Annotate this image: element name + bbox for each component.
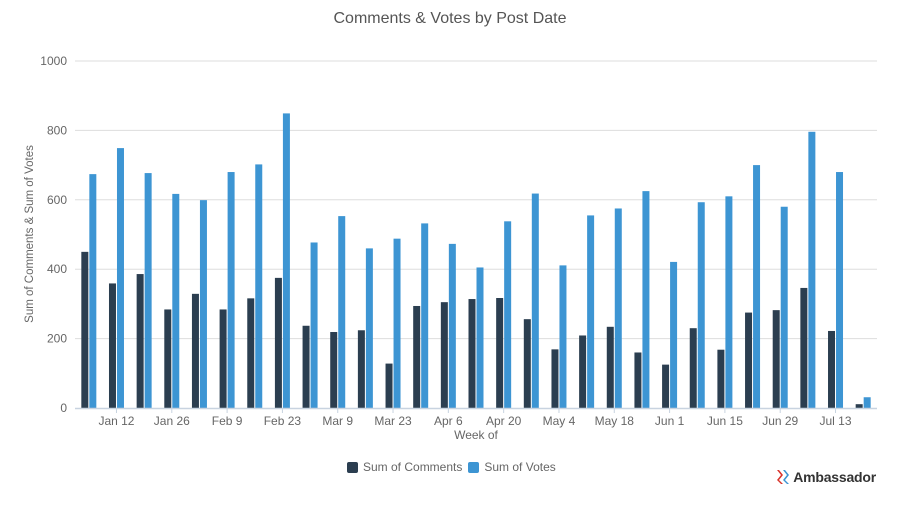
ambassador-logo: Ambassador [777,469,876,485]
comments-bar[interactable] [219,309,227,408]
comments-bar[interactable] [523,319,531,408]
comments-bar[interactable] [81,251,89,408]
votes-bar[interactable] [863,397,871,408]
votes-bar[interactable] [282,113,290,408]
comments-bar[interactable] [274,277,282,408]
comments-bar[interactable] [330,332,338,408]
comments-bar[interactable] [634,352,642,408]
comments-bar[interactable] [357,330,365,408]
x-tick-label: May 18 [595,414,635,428]
votes-bar[interactable] [116,148,124,409]
votes-bar[interactable] [836,172,844,408]
votes-bar[interactable] [144,173,152,408]
votes-bar[interactable] [476,267,484,408]
legend: Sum of Comments Sum of Votes [347,460,556,474]
votes-bar[interactable] [587,215,595,408]
comments-bar[interactable] [468,299,476,408]
comments-bar[interactable] [828,330,836,408]
x-axis-label: Week of [454,428,498,442]
x-tick-label: Jan 26 [154,414,190,428]
comments-bar[interactable] [855,404,863,408]
y-tick-label: 0 [60,401,67,415]
y-tick-label: 1000 [40,54,67,68]
x-tick-label: Jun 1 [655,414,685,428]
comments-bar[interactable] [689,328,697,408]
votes-bar[interactable] [89,174,97,408]
votes-bar[interactable] [808,131,816,408]
comments-bar[interactable] [579,335,587,408]
y-tick-label: 800 [47,123,67,137]
comments-bar[interactable] [800,287,808,408]
votes-bar[interactable] [697,202,705,408]
comments-bar[interactable] [302,325,310,408]
y-tick-label: 400 [47,262,67,276]
votes-bar[interactable] [172,193,180,408]
legend-item-comments[interactable]: Sum of Comments [347,460,462,474]
legend-label-votes: Sum of Votes [484,460,556,474]
votes-swatch-icon [468,461,480,473]
comments-bar[interactable] [136,274,144,408]
comments-bar[interactable] [191,293,199,408]
x-tick-label: Apr 6 [434,414,463,428]
x-tick-label: Feb 23 [264,414,302,428]
votes-bar[interactable] [421,223,429,408]
y-tick-label: 600 [47,193,67,207]
votes-bar[interactable] [531,193,539,408]
comments-bar[interactable] [772,310,780,408]
votes-bar[interactable] [753,165,761,408]
votes-bar[interactable] [670,261,678,408]
votes-bar[interactable] [559,265,567,408]
y-tick-label: 200 [47,332,67,346]
comments-swatch-icon [347,461,358,473]
legend-label-comments: Sum of Comments [363,460,463,474]
ambassador-logo-icon [777,470,790,484]
x-tick-label: Mar 23 [374,414,412,428]
votes-bar[interactable] [642,191,650,408]
comments-bar[interactable] [440,302,448,408]
x-tick-label: Jun 29 [762,414,798,428]
comments-bar[interactable] [551,349,559,408]
votes-bar[interactable] [365,248,373,408]
votes-bar[interactable] [338,216,346,408]
x-tick-label: Jan 12 [98,414,134,428]
votes-bar[interactable] [255,164,263,408]
comments-bar[interactable] [247,298,255,408]
votes-bar[interactable] [780,206,788,408]
logo-text: Ambassador [793,469,876,485]
comments-bar[interactable] [108,283,116,408]
comments-bar[interactable] [606,326,614,408]
comments-bar[interactable] [662,364,670,408]
comments-bar[interactable] [745,312,753,408]
votes-bar[interactable] [310,242,318,408]
votes-bar[interactable] [725,196,733,408]
comments-bar[interactable] [164,309,172,408]
votes-bar[interactable] [227,172,235,408]
x-tick-label: May 4 [543,414,576,428]
comments-bar[interactable] [496,298,504,408]
comments-bar[interactable] [717,349,725,408]
x-tick-label: Mar 9 [322,414,353,428]
votes-bar[interactable] [393,238,401,408]
comments-bar[interactable] [413,305,421,408]
x-tick-label: Jun 15 [707,414,743,428]
legend-item-votes[interactable]: Sum of Votes [468,460,556,474]
votes-bar[interactable] [199,200,207,408]
votes-bar[interactable] [504,221,512,408]
chart-title: Comments & Votes by Post Date [333,10,567,27]
x-tick-label: Feb 9 [212,414,243,428]
comments-bar[interactable] [385,363,393,408]
votes-bar[interactable] [448,243,456,408]
x-tick-label: Apr 20 [486,414,522,428]
votes-bar[interactable] [614,208,622,408]
x-tick-label: Jul 13 [820,414,852,428]
y-axis-label: Sum of Comments & Sum of Votes [24,145,36,323]
